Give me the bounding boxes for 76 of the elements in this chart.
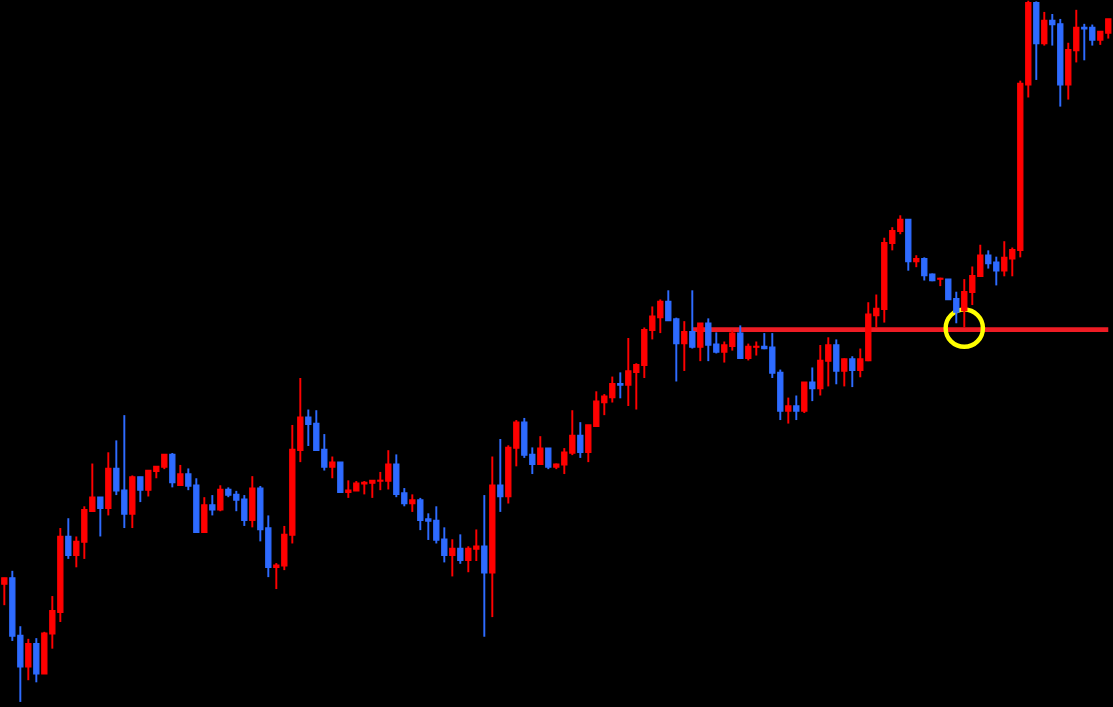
candlestick: [241, 494, 248, 527]
candlestick: [49, 595, 56, 650]
candlestick: [1073, 8, 1080, 64]
candlestick: [113, 439, 120, 497]
candlestick: [473, 528, 480, 562]
candlestick: [377, 470, 384, 492]
candlestick: [721, 340, 728, 364]
candlestick: [561, 447, 568, 476]
candlestick: [609, 375, 616, 404]
candlestick: [441, 526, 448, 564]
candlestick: [697, 322, 704, 363]
candlestick: [545, 447, 552, 471]
candlestick: [305, 408, 312, 447]
candlestick: [137, 475, 144, 504]
candlestick: [321, 433, 328, 472]
candlestick: [1089, 23, 1096, 47]
candlestick: [849, 355, 856, 389]
candlestick: [705, 317, 712, 363]
candlestick: [185, 467, 192, 492]
candlestick: [921, 256, 928, 282]
candlestick: [385, 449, 392, 491]
candlestick: [985, 249, 992, 270]
candlestick: [681, 320, 688, 372]
candlestick: [177, 463, 184, 487]
candlestick: [617, 371, 624, 400]
candlestick: [425, 512, 432, 541]
candlestick: [65, 517, 72, 560]
candlestick: [953, 290, 960, 325]
candlestick: [977, 243, 984, 278]
candlestick: [665, 289, 672, 322]
candlestick: [25, 637, 32, 682]
candlestick: [961, 278, 968, 329]
candlestick: [145, 469, 152, 498]
candlestick: [497, 438, 504, 513]
candlestick: [121, 414, 128, 530]
candlestick: [889, 226, 896, 252]
candlestick: [825, 336, 832, 388]
candlestick: [945, 278, 952, 301]
candlestick: [841, 357, 848, 388]
candlestick: [969, 265, 976, 307]
candlestick: [649, 305, 656, 341]
candlestick: [689, 289, 696, 350]
candlestick: [457, 533, 464, 565]
candlestick: [1009, 246, 1016, 278]
candlestick: [233, 489, 240, 513]
candlestick: [273, 562, 280, 591]
candlestick: [433, 505, 440, 545]
candlestick: [217, 484, 224, 513]
candlestick: [785, 396, 792, 425]
candlestick: [1001, 240, 1008, 278]
candlestick: [633, 362, 640, 411]
candlestick: [529, 446, 536, 476]
candlestick: [793, 394, 800, 422]
candlestick: [449, 538, 456, 578]
candlestick: [729, 329, 736, 352]
candlestick: [209, 494, 216, 517]
candlestick: [873, 293, 880, 329]
candlestick: [857, 347, 864, 379]
candlestick: [97, 496, 104, 538]
candlestick: [625, 337, 632, 407]
candlestick: [577, 421, 584, 459]
candlestick: [89, 462, 96, 513]
candlestick: [401, 487, 408, 508]
candlestick: [417, 496, 424, 532]
candlestick: [1105, 17, 1112, 40]
candlestick: [569, 409, 576, 457]
candlestick: [329, 455, 336, 480]
candlestick: [897, 214, 904, 236]
candlestick: [1, 576, 8, 607]
candlestick: [1041, 10, 1048, 47]
candlestick: [657, 298, 664, 335]
candlestick: [993, 255, 1000, 287]
candlestick: [809, 366, 816, 403]
candlestick: [465, 545, 472, 574]
candlestick: [537, 435, 544, 466]
candlestick: [73, 535, 80, 569]
